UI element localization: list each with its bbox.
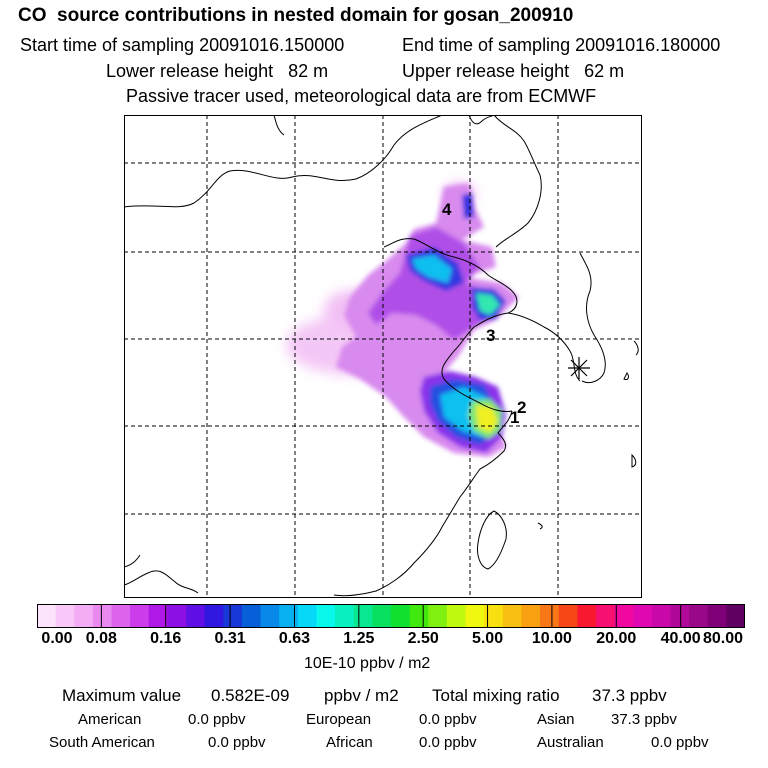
colorbar-swatch: [37, 604, 57, 628]
sampling-start: Start time of sampling 20091016.150000: [20, 35, 345, 55]
marker-1: 1: [510, 408, 519, 427]
source-asian-value: 37.3 ppbv: [611, 711, 677, 728]
colorbar-swatch: [241, 604, 262, 628]
colorbar-swatch: [670, 604, 690, 628]
colorbar-tick-label: 0.16: [150, 630, 182, 647]
colorbar: [37, 604, 745, 628]
colorbar-swatch: [92, 604, 113, 628]
colorbar-swatch: [540, 604, 560, 628]
colorbar-tick-label: 40.00: [660, 630, 701, 647]
colorbar-swatch: [55, 604, 75, 628]
colorbar-swatch: [446, 604, 467, 628]
colorbar-swatch: [111, 604, 131, 628]
colorbar-swatch: [297, 604, 318, 628]
colorbar-swatch: [335, 604, 355, 628]
colorbar-units: 10E-10 ppbv / m2: [304, 655, 431, 672]
source-african-name: African: [326, 734, 373, 751]
source-australian-value: 0.0 ppbv: [651, 734, 709, 751]
source-south-american-name: South American: [49, 734, 155, 751]
lower-release-height: Lower release height 82 m: [106, 61, 329, 81]
total-mixing-ratio-label: Total mixing ratio: [432, 686, 560, 705]
map-frame: [124, 115, 642, 598]
colorbar-swatch: [633, 604, 653, 628]
colorbar-swatch: [279, 604, 299, 628]
source-african-value: 0.0 ppbv: [419, 734, 477, 751]
colorbar-swatch: [465, 604, 485, 628]
upper-release-height: Upper release height 62 m: [402, 61, 625, 81]
sampling-end: End time of sampling 20091016.180000: [402, 35, 721, 55]
colorbar-swatch: [707, 604, 727, 628]
marker-3: 3: [486, 326, 495, 345]
colorbar-swatch: [391, 604, 411, 628]
colorbar-swatch: [651, 604, 672, 628]
colorbar-tick-label: 2.50: [407, 630, 439, 647]
colorbar-swatch: [689, 604, 709, 628]
colorbar-swatch: [726, 604, 745, 628]
colorbar-tick-label: 20.00: [596, 630, 637, 647]
coastlines: [124, 115, 639, 597]
colorbar-swatch: [316, 604, 336, 628]
colorbar-swatch: [74, 604, 94, 628]
max-value-label: Maximum value: [62, 686, 182, 705]
colorbar-swatch: [204, 604, 224, 628]
source-american-name: American: [78, 711, 142, 728]
colorbar-swatch: [223, 604, 243, 628]
total-mixing-ratio-value: 37.3 ppbv: [592, 686, 667, 705]
colorbar-swatch: [260, 604, 280, 628]
source-american-value: 0.0 ppbv: [188, 711, 246, 728]
colorbar-swatch: [428, 604, 448, 628]
source-european-name: European: [306, 711, 372, 728]
colorbar-swatch: [167, 604, 187, 628]
colorbar-swatch: [558, 604, 578, 628]
data-source-note: Passive tracer used, meteorological data…: [126, 86, 597, 106]
colorbar-tick-label: 80.00: [702, 630, 744, 647]
colorbar-swatch: [484, 604, 504, 628]
colorbar-tick-label: 5.00: [471, 630, 504, 647]
source-european-value: 0.0 ppbv: [419, 711, 477, 728]
colorbar-tick-label: 0.63: [278, 630, 311, 647]
marker-2: 2: [517, 398, 526, 417]
colorbar-tick-label: 0.00: [41, 630, 73, 647]
colorbar-tick-label: 1.25: [343, 630, 375, 647]
colorbar-swatch: [353, 604, 373, 628]
source-australian-name: Australian: [537, 734, 604, 751]
colorbar-swatch: [595, 604, 616, 628]
tracer-plume: [286, 183, 519, 457]
colorbar-swatch: [148, 604, 169, 628]
marker-4: 4: [442, 200, 452, 219]
colorbar-swatch: [409, 604, 429, 628]
colorbar-swatch: [186, 604, 206, 628]
max-value-unit: ppbv / m2: [324, 686, 399, 705]
colorbar-swatch: [521, 604, 541, 628]
colorbar-swatch: [502, 604, 523, 628]
colorbar-swatch: [130, 604, 150, 628]
colorbar-tick-label: 0.31: [214, 630, 246, 647]
receptor-icon: [568, 357, 590, 379]
colorbar-tick-label: 10.00: [531, 630, 572, 647]
colorbar-swatch: [372, 604, 392, 628]
colorbar-tick-label: 0.08: [85, 630, 117, 647]
source-south-american-value: 0.0 ppbv: [208, 734, 266, 751]
graticule: [124, 115, 642, 598]
colorbar-swatch: [614, 604, 634, 628]
max-value: 0.582E-09: [211, 686, 290, 705]
colorbar-swatch: [577, 604, 597, 628]
plot-title: CO source contributions in nested domain…: [18, 5, 574, 26]
source-asian-name: Asian: [537, 711, 575, 728]
concentration-map: 1 2 3 4: [124, 115, 642, 598]
